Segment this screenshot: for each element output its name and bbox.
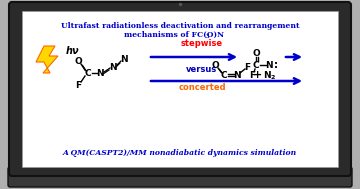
Text: F: F: [249, 71, 255, 81]
Polygon shape: [36, 46, 58, 73]
Text: versus: versus: [186, 64, 218, 74]
Text: F: F: [244, 63, 250, 71]
Text: N: N: [120, 56, 128, 64]
Text: concerted: concerted: [178, 84, 226, 92]
Text: stepwise: stepwise: [181, 39, 223, 47]
Bar: [22, 11, 338, 167]
FancyBboxPatch shape: [8, 167, 352, 187]
Text: 2: 2: [271, 75, 275, 80]
Text: O: O: [252, 49, 260, 57]
Text: C: C: [221, 70, 227, 80]
Text: O: O: [74, 57, 82, 66]
Text: mechanisms of FC(O)N: mechanisms of FC(O)N: [124, 31, 224, 39]
Text: N: N: [109, 63, 117, 71]
Text: +: +: [253, 70, 263, 80]
Text: :: :: [274, 60, 278, 70]
Text: C: C: [85, 68, 91, 77]
Text: N: N: [263, 70, 271, 80]
Text: Ultrafast radiationless deactivation and rearrangement: Ultrafast radiationless deactivation and…: [61, 22, 299, 30]
Text: N: N: [265, 60, 273, 70]
Text: N: N: [233, 70, 241, 80]
Text: F: F: [75, 81, 81, 90]
Text: N: N: [96, 68, 104, 77]
Text: 3: 3: [205, 34, 209, 39]
Text: O: O: [211, 60, 219, 70]
Text: A QM(CASPT2)/MM nonadiabatic dynamics simulation: A QM(CASPT2)/MM nonadiabatic dynamics si…: [63, 149, 297, 157]
FancyBboxPatch shape: [9, 2, 351, 176]
Text: C: C: [253, 60, 259, 70]
Text: hν: hν: [66, 46, 80, 56]
